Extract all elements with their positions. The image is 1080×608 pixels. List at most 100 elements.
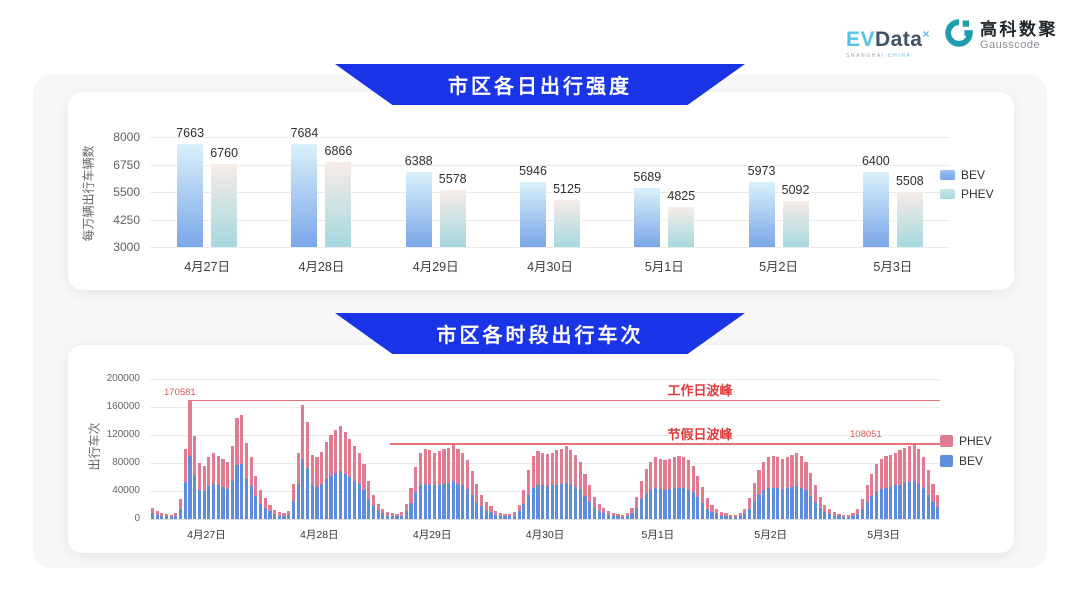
phev-bar [752,482,756,501]
phev-bar [282,512,286,516]
bev-bar [921,488,926,519]
bev-bar [649,490,653,519]
phev-bar [479,494,484,507]
legend-phev-label: PHEV [959,434,992,448]
phev-bar [653,457,658,489]
legend-item-phev[interactable]: PHEV [940,187,994,201]
bev-bar [705,508,709,519]
x-axis-label: 4月28日 [300,529,339,541]
x-axis-label: 5月1日 [641,529,675,541]
phev-bar [785,457,789,489]
evdata-data-text: Data [874,28,923,51]
bev-bar [630,512,634,519]
bev-bar [893,485,897,519]
bev-bar [748,181,775,247]
phev-bar [884,456,888,488]
phev-bar [583,473,587,496]
x-axis-label: 5月3日 [873,260,913,274]
header-logos: EVData× SHANGHAI CHINA 高科数聚 Gausscode [846,18,1058,59]
bev-bar [310,485,314,519]
bev-bar [362,490,366,519]
bev-bar [874,491,879,519]
phev-bar [818,496,822,508]
bev-bar [700,502,705,519]
legend-item-bev[interactable]: BEV [940,168,994,182]
phev-bar [931,484,935,502]
bev-bar [520,182,546,247]
bev-bar [555,484,559,519]
bev-bar [837,516,841,519]
phev-bar [273,509,277,515]
phev-bar [696,475,700,498]
workday-peak-value: 170581 [164,387,196,398]
legend-item-bev[interactable]: BEV [940,454,992,468]
bev-bar [733,516,738,519]
x-axis-label: 4月30日 [525,529,565,541]
phev-bar [334,430,338,473]
bev-bar [174,515,178,519]
bev-bar [842,516,846,519]
phev-bar [889,454,893,487]
bev-bar [686,489,691,519]
phev-bar [630,507,634,513]
phev-bar [795,453,799,487]
phev-bar [385,512,390,516]
phev-bar [635,496,639,508]
bev-bar [197,489,201,519]
phev-bar [221,458,225,487]
bev-bar [531,487,535,519]
phev-bar [926,470,930,495]
phev-bar [569,450,573,485]
bev-bar [249,486,253,519]
bev-bar [461,485,465,519]
phev-bar [823,505,827,512]
phev-bar [362,464,366,491]
evdata-x-icon: × [922,27,930,41]
bev-bar [188,455,192,519]
bev-bar [936,507,940,519]
phev-bar [686,460,691,490]
phev-bar [668,206,695,247]
phev-bar [616,514,620,517]
bev-bar [799,487,803,519]
y-tick-label: 8000 [113,130,140,144]
phev-bar [790,454,794,487]
bev-bar [338,470,343,519]
phev-value-label: 5125 [553,182,581,197]
phev-bar [254,475,258,496]
phev-bar [809,472,813,496]
phev-bar [418,452,423,486]
phev-bar [715,508,719,514]
bev-bar [862,172,889,247]
bev-bar [324,479,328,519]
phev-bar [414,466,418,493]
bev-bar [804,490,808,519]
phev-bar [936,495,940,508]
bev-bar [884,487,888,519]
gridline [150,435,940,436]
phev-bar [799,456,803,488]
gausscode-text: 高科数聚 Gausscode [980,19,1058,51]
gausscode-cn-label: 高科数聚 [980,19,1058,39]
chart1-title-banner: 市区各日出行强度 [335,64,745,105]
bev-bar [423,484,427,519]
evdata-wordmark: EVData× [846,24,930,50]
phev-bar [230,446,234,481]
bev-value-label: 5973 [747,163,776,178]
daily-intensity-chart-card: 每万辆出行车辆数 3000 4250 5500 6750 8000 4月27日 7663 67… [68,92,1014,290]
phev-bar [202,465,206,491]
legend-item-phev[interactable]: PHEV [940,434,992,448]
phev-bar [748,498,752,509]
bev-bar [390,516,394,519]
bev-bar [150,512,154,519]
bev-bar [780,488,785,519]
x-axis-label: 5月2日 [754,529,788,541]
bev-bar [696,497,700,519]
bev-bar [635,507,639,519]
y-tick-label: 80000 [112,457,140,468]
phev-bar [371,494,375,507]
bev-bar [851,516,855,519]
bev-bar [484,510,488,519]
phev-bar [832,512,836,516]
bev-bar [465,488,470,519]
